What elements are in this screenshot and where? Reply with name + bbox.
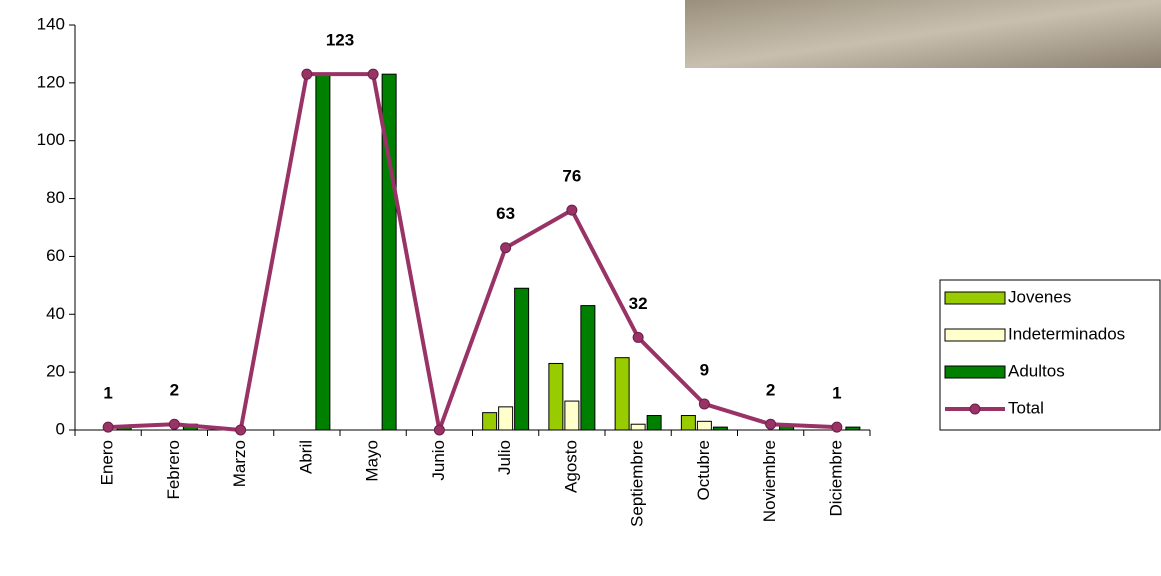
bar	[564, 400, 580, 431]
data-label: 9	[700, 360, 709, 379]
point	[301, 68, 313, 80]
x-tick-label: Noviembre	[760, 440, 779, 522]
point	[102, 421, 114, 433]
legend-swatch	[944, 328, 1006, 342]
point	[632, 331, 644, 343]
x-tick-label: Enero	[98, 440, 117, 485]
point	[831, 421, 843, 433]
data-label: 123	[326, 31, 354, 50]
bar	[712, 426, 728, 431]
bar	[630, 423, 646, 431]
x-tick-label: Septiembre	[628, 440, 647, 527]
point	[698, 398, 710, 410]
legend-label: Total	[1008, 398, 1044, 417]
point	[367, 68, 379, 80]
x-tick-label: Diciembre	[826, 440, 845, 517]
x-tick-label: Agosto	[561, 440, 580, 493]
point	[433, 424, 445, 436]
x-tick-label: Abril	[296, 440, 315, 474]
bar	[696, 420, 712, 431]
point	[168, 418, 180, 430]
data-label: 63	[496, 204, 515, 223]
bar	[845, 426, 861, 431]
x-tick-label: Junio	[429, 440, 448, 481]
data-label: 1	[103, 384, 112, 403]
bar	[680, 415, 696, 431]
y-tick-label: 140	[37, 14, 65, 33]
data-label: 2	[170, 381, 179, 400]
bar	[548, 362, 564, 431]
y-tick-label: 60	[46, 246, 65, 265]
bar	[646, 415, 662, 431]
x-tick-label: Marzo	[230, 440, 249, 487]
legend-label: Jovenes	[1008, 287, 1071, 306]
x-tick-label: Febrero	[164, 440, 183, 500]
data-label: 2	[766, 381, 775, 400]
line	[108, 72, 837, 432]
data-label: 32	[629, 294, 648, 313]
bar	[614, 357, 630, 431]
y-tick-label: 100	[37, 130, 65, 149]
x-tick-label: Mayo	[363, 440, 382, 482]
y-tick-label: 120	[37, 72, 65, 91]
bar	[514, 287, 530, 431]
x-tick-label: Octubre	[694, 440, 713, 500]
y-tick-label: 20	[46, 362, 65, 381]
legend-label: Indeterminados	[1008, 324, 1125, 343]
bar	[498, 406, 514, 431]
legend-swatch	[944, 365, 1006, 379]
data-label: 76	[562, 167, 581, 186]
data-label: 1	[832, 384, 841, 403]
x-tick-label: Julio	[495, 440, 514, 475]
bar	[381, 73, 397, 431]
point	[500, 242, 512, 254]
bar	[315, 73, 331, 431]
y-tick-label: 80	[46, 188, 65, 207]
point	[566, 204, 578, 216]
legend-label: Adultos	[1008, 361, 1065, 380]
y-tick-label: 0	[56, 419, 65, 438]
y-tick-label: 40	[46, 304, 65, 323]
bar	[580, 305, 596, 431]
photo	[685, 0, 1161, 68]
point	[765, 418, 777, 430]
legend-swatch	[969, 403, 981, 415]
point	[235, 424, 247, 436]
bar	[482, 412, 498, 431]
legend-swatch	[944, 291, 1006, 305]
